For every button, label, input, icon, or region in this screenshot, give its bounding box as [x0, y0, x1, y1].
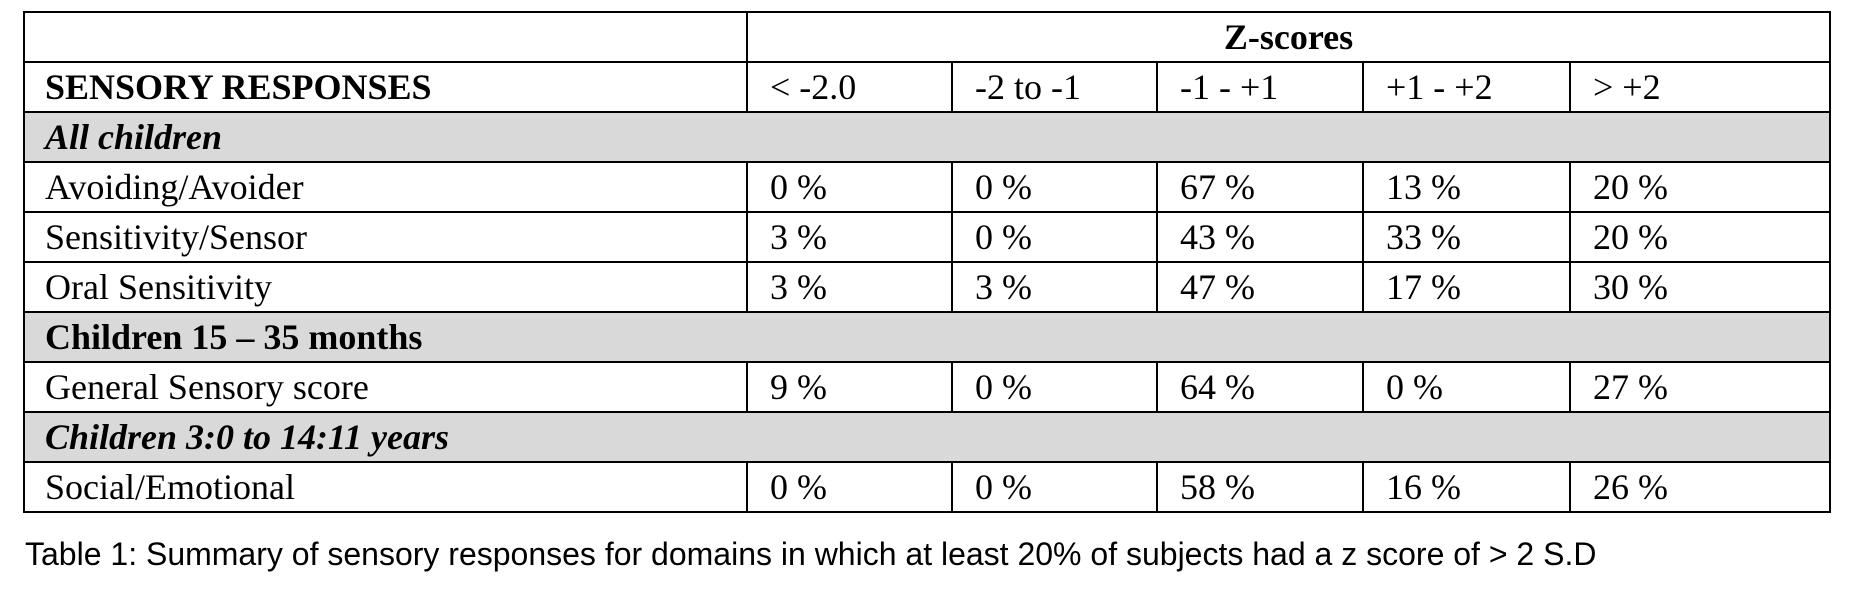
section-title: All children — [23, 111, 1831, 163]
cell: 16 % — [1362, 461, 1571, 513]
cell: 26 % — [1569, 461, 1831, 513]
section-row: Children 3:0 to 14:11 years — [23, 411, 1831, 463]
data-row: Sensitivity/Sensor 3 % 0 % 43 % 33 % 20 % — [23, 211, 1831, 263]
cell: 47 % — [1156, 261, 1364, 313]
cell: 13 % — [1362, 161, 1571, 213]
cell: 20 % — [1569, 211, 1831, 263]
cell: 17 % — [1362, 261, 1571, 313]
column-header: +1 - +2 — [1362, 61, 1571, 113]
group-header: Z-scores — [746, 11, 1831, 63]
cell: 9 % — [746, 361, 953, 413]
section-row: All children — [23, 111, 1831, 163]
cell: 58 % — [1156, 461, 1364, 513]
table-body: Z-scores SENSORY RESPONSES < -2.0 -2 to -1-… — [23, 11, 1831, 513]
cell: 3 % — [951, 261, 1158, 313]
data-row: Oral Sensitivity 3 % 3 % 47 % 17 % 30 % — [23, 261, 1831, 313]
header-row: SENSORY RESPONSES < -2.0 -2 to -1 -1 - +1 +1… — [23, 61, 1831, 113]
section-title: Children 15 – 35 months — [23, 311, 1831, 363]
cell: 0 % — [746, 161, 953, 213]
row-label: Sensitivity/Sensor — [23, 211, 748, 263]
caption: Table 1: Summary of sensory responses fo… — [25, 536, 1597, 572]
cell: 0 % — [746, 461, 953, 513]
header-cell: SENSORY RESPONSES — [23, 61, 748, 113]
section-title: Children 3:0 to 14:11 years — [23, 411, 1831, 463]
cell: 0 % — [951, 461, 1158, 513]
header-cell — [23, 11, 748, 63]
data-row: General Sensory score 9 % 0 % 64 % 0 % 27 % — [23, 361, 1831, 413]
data-row: Avoiding/Avoider 0 % 0 % 67 % 13 % 20 % — [23, 161, 1831, 213]
cell: 43 % — [1156, 211, 1364, 263]
column-header: -1 - +1 — [1156, 61, 1364, 113]
row-label: Oral Sensitivity — [23, 261, 748, 313]
row-label: Social/Emotional — [23, 461, 748, 513]
cell: 20 % — [1569, 161, 1831, 213]
cell: 0 % — [951, 211, 1158, 263]
cell: 0 % — [951, 161, 1158, 213]
table: Z-scores SENSORY RESPONSES < -2.0 -2 to -1-… — [23, 11, 1831, 513]
data-row: Social/Emotional 0 % 0 % 58 % 16 % 26 % — [23, 461, 1831, 513]
cell: 33 % — [1362, 211, 1571, 263]
table-wrap: Z-scores SENSORY RESPONSES < -2.0 -2 to -1-… — [23, 11, 1831, 513]
cell: 67 % — [1156, 161, 1364, 213]
cell: 30 % — [1569, 261, 1831, 313]
cell: 0 % — [951, 361, 1158, 413]
header-row: Z-scores — [23, 11, 1831, 63]
cell: 64 % — [1156, 361, 1364, 413]
cell: 3 % — [746, 261, 953, 313]
column-header: > +2 — [1569, 61, 1831, 113]
row-label: Avoiding/Avoider — [23, 161, 748, 213]
column-header: -2 to -1 — [951, 61, 1158, 113]
column-header: < -2.0 — [746, 61, 953, 113]
section-row: Children 15 – 35 months — [23, 311, 1831, 363]
cell: 0 % — [1362, 361, 1571, 413]
row-label: General Sensory score — [23, 361, 748, 413]
cell: 3 % — [746, 211, 953, 263]
cell: 27 % — [1569, 361, 1831, 413]
